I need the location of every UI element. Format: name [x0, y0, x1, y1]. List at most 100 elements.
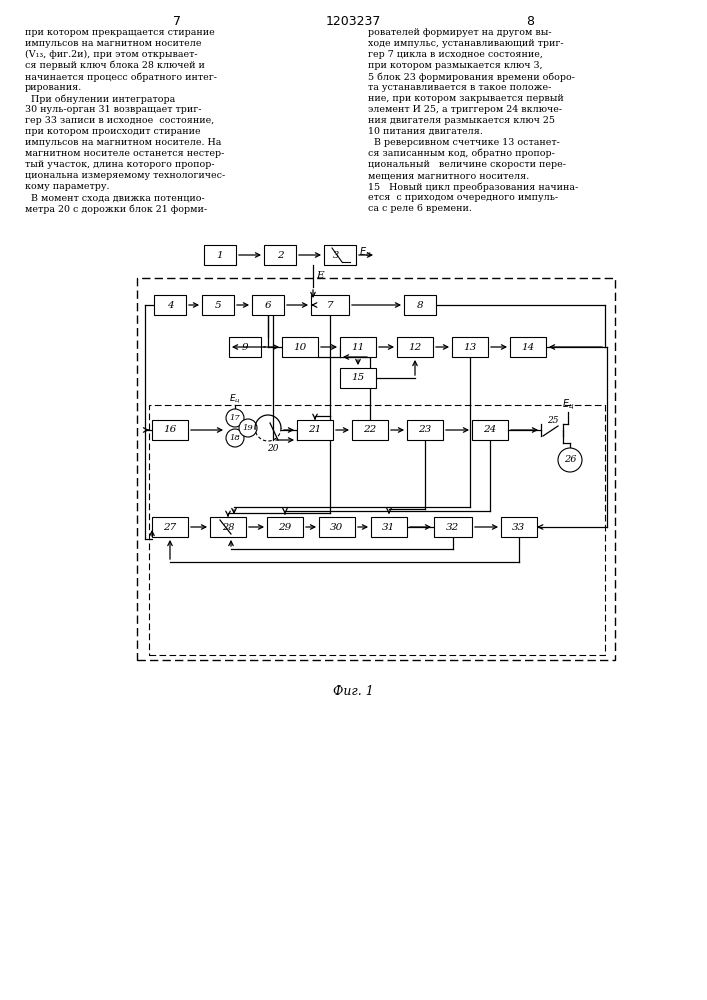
Text: 27: 27 [163, 522, 177, 532]
Text: 10: 10 [293, 342, 307, 352]
Text: при котором размыкается ключ 3,: при котором размыкается ключ 3, [368, 61, 543, 70]
Text: 5: 5 [215, 300, 221, 310]
Text: 19: 19 [243, 424, 253, 432]
Text: тый участок, длина которого пропор-: тый участок, длина которого пропор- [25, 160, 215, 169]
Text: ния двигателя размыкается ключ 25: ния двигателя размыкается ключ 25 [368, 116, 555, 125]
Bar [149, 405, 605, 655]
Text: 18: 18 [230, 434, 240, 442]
Text: 2: 2 [276, 250, 284, 259]
Bar [397, 337, 433, 357]
Bar [137, 278, 615, 660]
Text: 9: 9 [242, 342, 248, 352]
Text: 10 питания двигателя.: 10 питания двигателя. [368, 127, 483, 136]
Text: 13: 13 [463, 342, 477, 352]
Text: 7: 7 [327, 300, 333, 310]
Text: магнитном носителе останется нестер-: магнитном носителе останется нестер- [25, 149, 224, 158]
Text: 17: 17 [230, 414, 240, 422]
Circle shape [226, 409, 244, 427]
Text: гер 33 записи в исходное  состояние,: гер 33 записи в исходное состояние, [25, 116, 214, 125]
Text: 4: 4 [167, 300, 173, 310]
Bar [154, 295, 186, 315]
Text: 8: 8 [526, 15, 534, 28]
Text: 29: 29 [279, 522, 291, 532]
Text: 24: 24 [484, 426, 496, 434]
Bar [252, 295, 284, 315]
Bar [311, 295, 349, 315]
Text: 15: 15 [351, 373, 365, 382]
Text: 14: 14 [521, 342, 534, 352]
Text: 30: 30 [330, 522, 344, 532]
Bar [282, 337, 318, 357]
Bar [434, 517, 472, 537]
Text: элемент И 25, а триггером 24 включе-: элемент И 25, а триггером 24 включе- [368, 105, 562, 114]
Text: при котором прекращается стирание: при котором прекращается стирание [25, 28, 215, 37]
Bar [204, 245, 236, 265]
Text: импульсов на магнитном носителе: импульсов на магнитном носителе [25, 39, 201, 48]
Text: 26: 26 [563, 456, 576, 464]
Text: (V₁₃, фиг.2и), при этом открывает-: (V₁₃, фиг.2и), при этом открывает- [25, 50, 198, 59]
Text: ходе импульс, устанавливающий триг-: ходе импульс, устанавливающий триг- [368, 39, 563, 48]
Text: 20: 20 [267, 444, 279, 453]
Bar [510, 337, 546, 357]
Text: 3: 3 [333, 250, 339, 259]
Text: рователей формирует на другом вы-: рователей формирует на другом вы- [368, 28, 551, 37]
Text: 5 блок 23 формирования времени оборо-: 5 блок 23 формирования времени оборо- [368, 72, 575, 82]
Text: гер 7 цикла в исходное состояние,: гер 7 цикла в исходное состояние, [368, 50, 543, 59]
Circle shape [239, 419, 257, 437]
Bar [264, 245, 296, 265]
Circle shape [226, 429, 244, 447]
Bar [340, 368, 376, 388]
Bar [319, 517, 355, 537]
Bar [472, 420, 508, 440]
Circle shape [558, 448, 582, 472]
Text: мещения магнитного носителя.: мещения магнитного носителя. [368, 171, 530, 180]
Bar [297, 420, 333, 440]
Text: $E_ц$: $E_ц$ [562, 398, 574, 412]
Bar [267, 517, 303, 537]
Text: $E_ц$: $E_ц$ [359, 246, 371, 260]
Bar [340, 337, 376, 357]
Text: $E_ц$: $E_ц$ [229, 392, 241, 405]
Text: кому параметру.: кому параметру. [25, 182, 110, 191]
Text: 11: 11 [351, 342, 365, 352]
Text: 28: 28 [222, 522, 234, 532]
Text: E: E [316, 271, 324, 280]
Text: импульсов на магнитном носителе. На: импульсов на магнитном носителе. На [25, 138, 221, 147]
Text: 8: 8 [416, 300, 423, 310]
Text: 31: 31 [382, 522, 396, 532]
Text: ся записанным код, обратно пропор-: ся записанным код, обратно пропор- [368, 149, 555, 158]
Text: В момент схода движка потенцио-: В момент схода движка потенцио- [25, 193, 205, 202]
Text: Фиг. 1: Фиг. 1 [332, 685, 373, 698]
Text: 1: 1 [216, 250, 223, 259]
Text: 30 нуль-орган 31 возвращает триг-: 30 нуль-орган 31 возвращает триг- [25, 105, 201, 114]
Text: 15   Новый цикл преобразования начина-: 15 Новый цикл преобразования начина- [368, 182, 578, 192]
Text: 23: 23 [419, 426, 432, 434]
Text: та устанавливается в такое положе-: та устанавливается в такое положе- [368, 83, 551, 92]
Bar [152, 517, 188, 537]
Text: ние, при котором закрывается первый: ние, при котором закрывается первый [368, 94, 563, 103]
Text: ся первый ключ блока 28 ключей и: ся первый ключ блока 28 ключей и [25, 61, 205, 70]
Text: 25: 25 [547, 416, 559, 425]
Text: 16: 16 [163, 426, 177, 434]
Text: 7: 7 [173, 15, 181, 28]
Text: 21: 21 [308, 426, 322, 434]
Text: са с реле 6 времени.: са с реле 6 времени. [368, 204, 472, 213]
Text: 32: 32 [446, 522, 460, 532]
Text: В реверсивном счетчике 13 останет-: В реверсивном счетчике 13 останет- [368, 138, 560, 147]
Text: 6: 6 [264, 300, 271, 310]
Bar [324, 245, 356, 265]
Text: При обнулении интегратора: При обнулении интегратора [25, 94, 175, 104]
Text: рирования.: рирования. [25, 83, 82, 92]
Text: метра 20 с дорожки блок 21 форми-: метра 20 с дорожки блок 21 форми- [25, 204, 207, 214]
Text: 1203237: 1203237 [325, 15, 380, 28]
Bar [352, 420, 388, 440]
Bar [210, 517, 246, 537]
Bar [371, 517, 407, 537]
Bar [407, 420, 443, 440]
Text: циональна измеряемому технологичес-: циональна измеряемому технологичес- [25, 171, 226, 180]
Text: 22: 22 [363, 426, 377, 434]
Bar [501, 517, 537, 537]
Text: при котором происходит стирание: при котором происходит стирание [25, 127, 201, 136]
Bar [202, 295, 234, 315]
Bar [152, 420, 188, 440]
